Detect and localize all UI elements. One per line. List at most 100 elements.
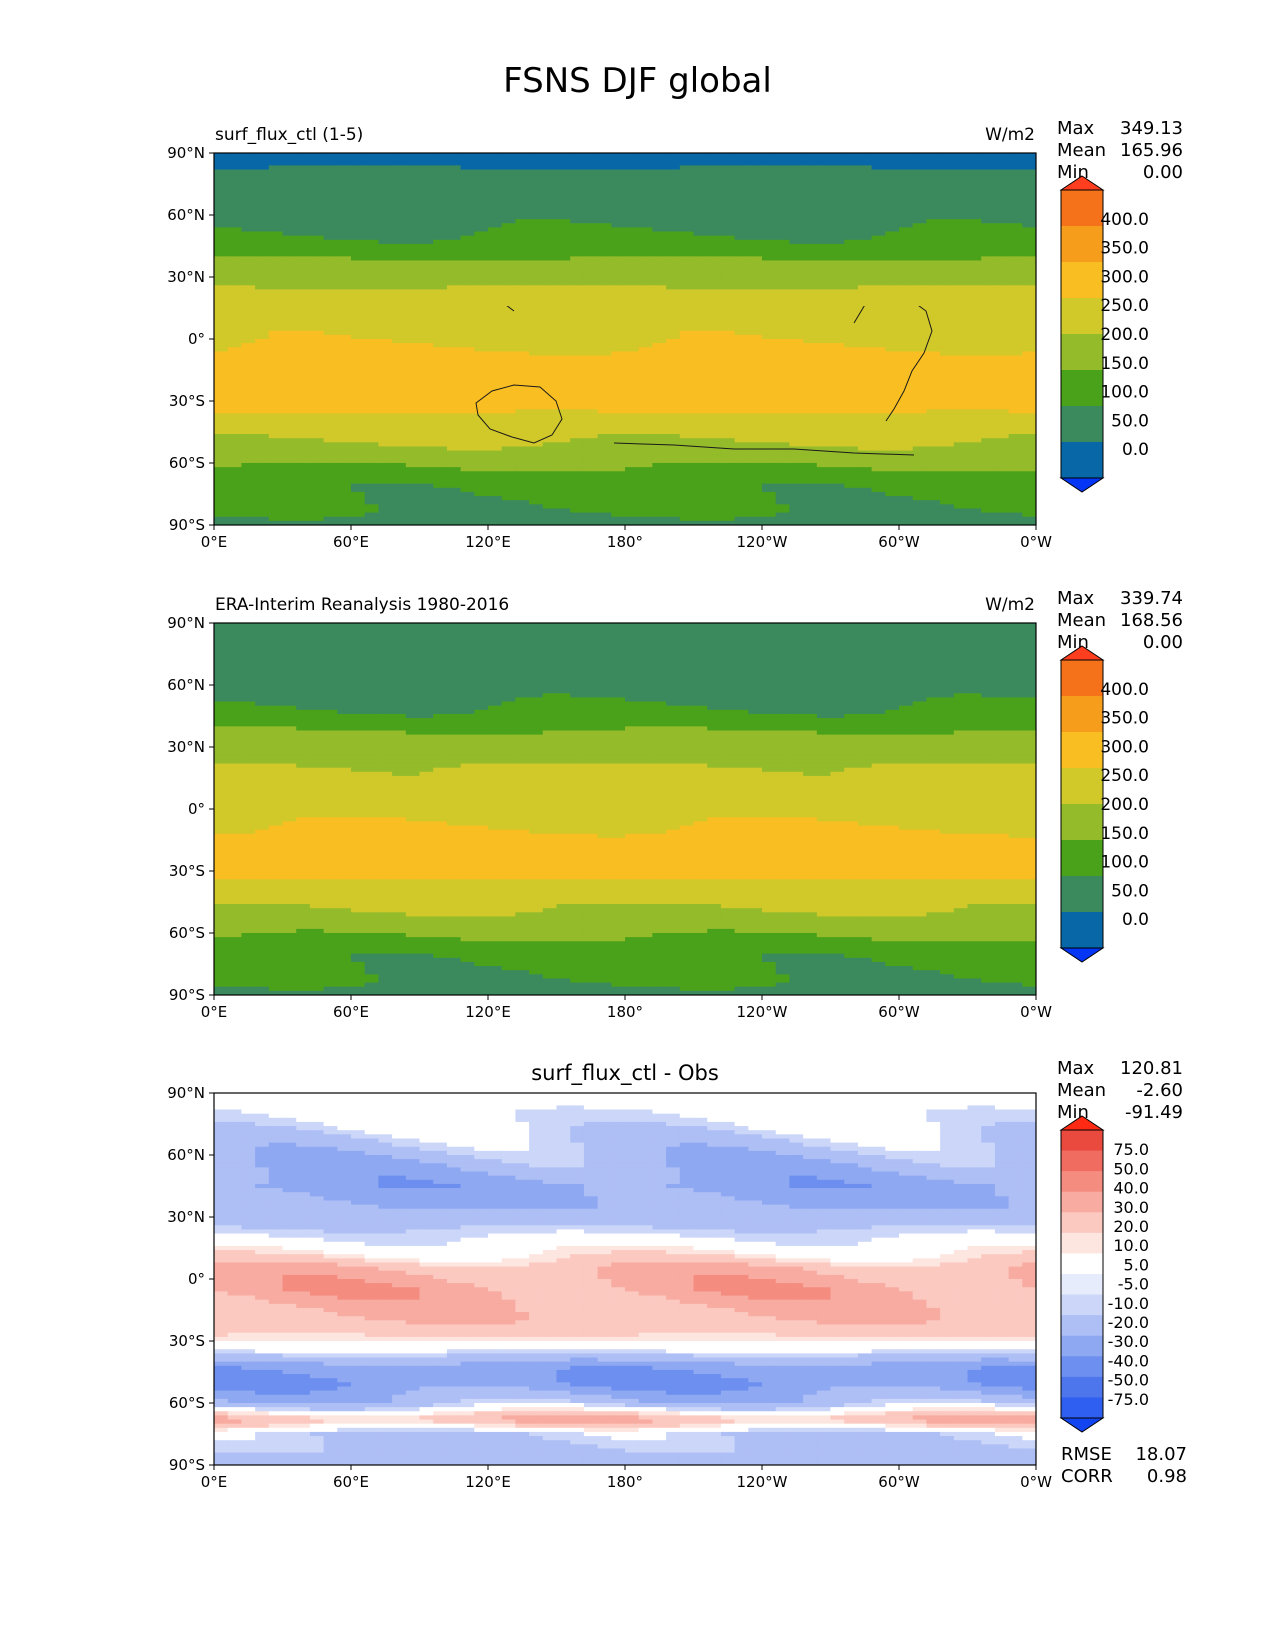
heatmap-cell [241, 429, 256, 435]
heatmap-cell [296, 421, 311, 427]
heatmap-cell [378, 289, 393, 295]
heatmap-cell [625, 252, 640, 257]
heatmap-cell [707, 285, 722, 290]
heatmap-cell [638, 479, 653, 485]
heatmap-cell [885, 330, 900, 336]
heatmap-cell [885, 392, 900, 398]
heatmap-cell [625, 210, 640, 216]
heatmap-cell [556, 268, 571, 274]
heatmap-cell [830, 190, 845, 195]
heatmap-cell [227, 421, 242, 427]
heatmap-cell [830, 252, 845, 257]
heatmap-cell [789, 227, 804, 233]
heatmap-cell [296, 434, 311, 439]
heatmap-cell [830, 239, 845, 245]
heatmap-cell [638, 314, 653, 319]
heatmap-cell [392, 463, 407, 468]
heatmap-cell [1008, 421, 1023, 427]
heatmap-cell [720, 206, 736, 212]
heatmap-cell [392, 248, 407, 253]
heatmap-cell [857, 425, 873, 431]
heatmap-cell [255, 314, 270, 319]
heatmap-cell [268, 339, 284, 344]
heatmap-cell [364, 260, 379, 266]
heatmap-cell [994, 285, 1010, 290]
heatmap-cell [871, 177, 886, 183]
heatmap-cell [830, 454, 845, 460]
heatmap-cell [953, 429, 969, 435]
heatmap-cell [720, 355, 736, 361]
heatmap-cell [460, 463, 475, 468]
heatmap-cell [953, 363, 969, 369]
heatmap-cell [666, 396, 681, 402]
heatmap-cell [501, 454, 516, 460]
heatmap-cell [871, 429, 886, 435]
heatmap-cell [734, 206, 749, 212]
heatmap-cell [488, 421, 503, 427]
heatmap-cell [611, 322, 626, 328]
heatmap-cell [762, 314, 777, 319]
heatmap-cell [474, 260, 489, 266]
heatmap-cell [255, 392, 270, 398]
heatmap-cell [953, 165, 969, 171]
heatmap-cell [871, 277, 886, 282]
heatmap-cell [940, 177, 955, 183]
heatmap-cell [378, 223, 393, 228]
heatmap-cell [885, 339, 900, 344]
heatmap-cell [351, 293, 366, 299]
heatmap-cell [405, 334, 421, 340]
heatmap-cell [625, 285, 640, 290]
heatmap-cell [652, 281, 667, 286]
heatmap-cell [981, 289, 996, 295]
heatmap-cell [501, 186, 516, 191]
heatmap-cell [241, 289, 256, 295]
heatmap-cell [899, 454, 914, 460]
heatmap-cell [940, 310, 955, 315]
heatmap-cell [446, 231, 462, 237]
heatmap-cell [474, 297, 489, 303]
heatmap-cell [570, 153, 585, 158]
heatmap-cell [446, 475, 462, 481]
heatmap-cell [981, 396, 996, 402]
heatmap-cell [351, 297, 366, 303]
heatmap-cell [707, 215, 722, 220]
heatmap-cell [556, 310, 571, 315]
heatmap-cell [830, 268, 845, 274]
heatmap-cell [625, 173, 640, 179]
heatmap-cell [405, 458, 421, 464]
heatmap-cell [1008, 434, 1023, 439]
heatmap-cell [953, 293, 969, 299]
heatmap-cell [214, 293, 229, 299]
heatmap-cell [926, 401, 941, 406]
heatmap-cell [652, 272, 667, 278]
heatmap-cell [994, 272, 1010, 278]
heatmap-cell [282, 248, 297, 253]
heatmap-cell [652, 206, 667, 212]
heatmap-cell [762, 467, 777, 472]
heatmap-cell [844, 198, 859, 204]
heatmap-cell [488, 384, 503, 390]
heatmap-cell [597, 301, 612, 307]
heatmap-cell [309, 239, 325, 245]
heatmap-cell [625, 384, 640, 390]
heatmap-cell [994, 289, 1010, 295]
heatmap-cell [611, 355, 626, 361]
heatmap-cell [762, 181, 777, 187]
heatmap-cell [323, 169, 338, 175]
heatmap-cell [625, 272, 640, 278]
heatmap-cell [433, 202, 448, 208]
heatmap-cell [748, 343, 763, 348]
heatmap-cell [926, 372, 941, 377]
heatmap-cell [364, 190, 379, 195]
heatmap-cell [734, 343, 749, 348]
heatmap-cell [282, 289, 297, 295]
heatmap-cell [707, 438, 722, 443]
heatmap-cell [789, 380, 804, 386]
heatmap-cell [282, 409, 297, 414]
heatmap-cell [693, 392, 708, 398]
heatmap-cell [474, 318, 489, 324]
heatmap-cell [214, 367, 229, 373]
heatmap-cell [1022, 301, 1036, 307]
heatmap-cell [529, 491, 544, 497]
heatmap-cell [351, 384, 366, 390]
